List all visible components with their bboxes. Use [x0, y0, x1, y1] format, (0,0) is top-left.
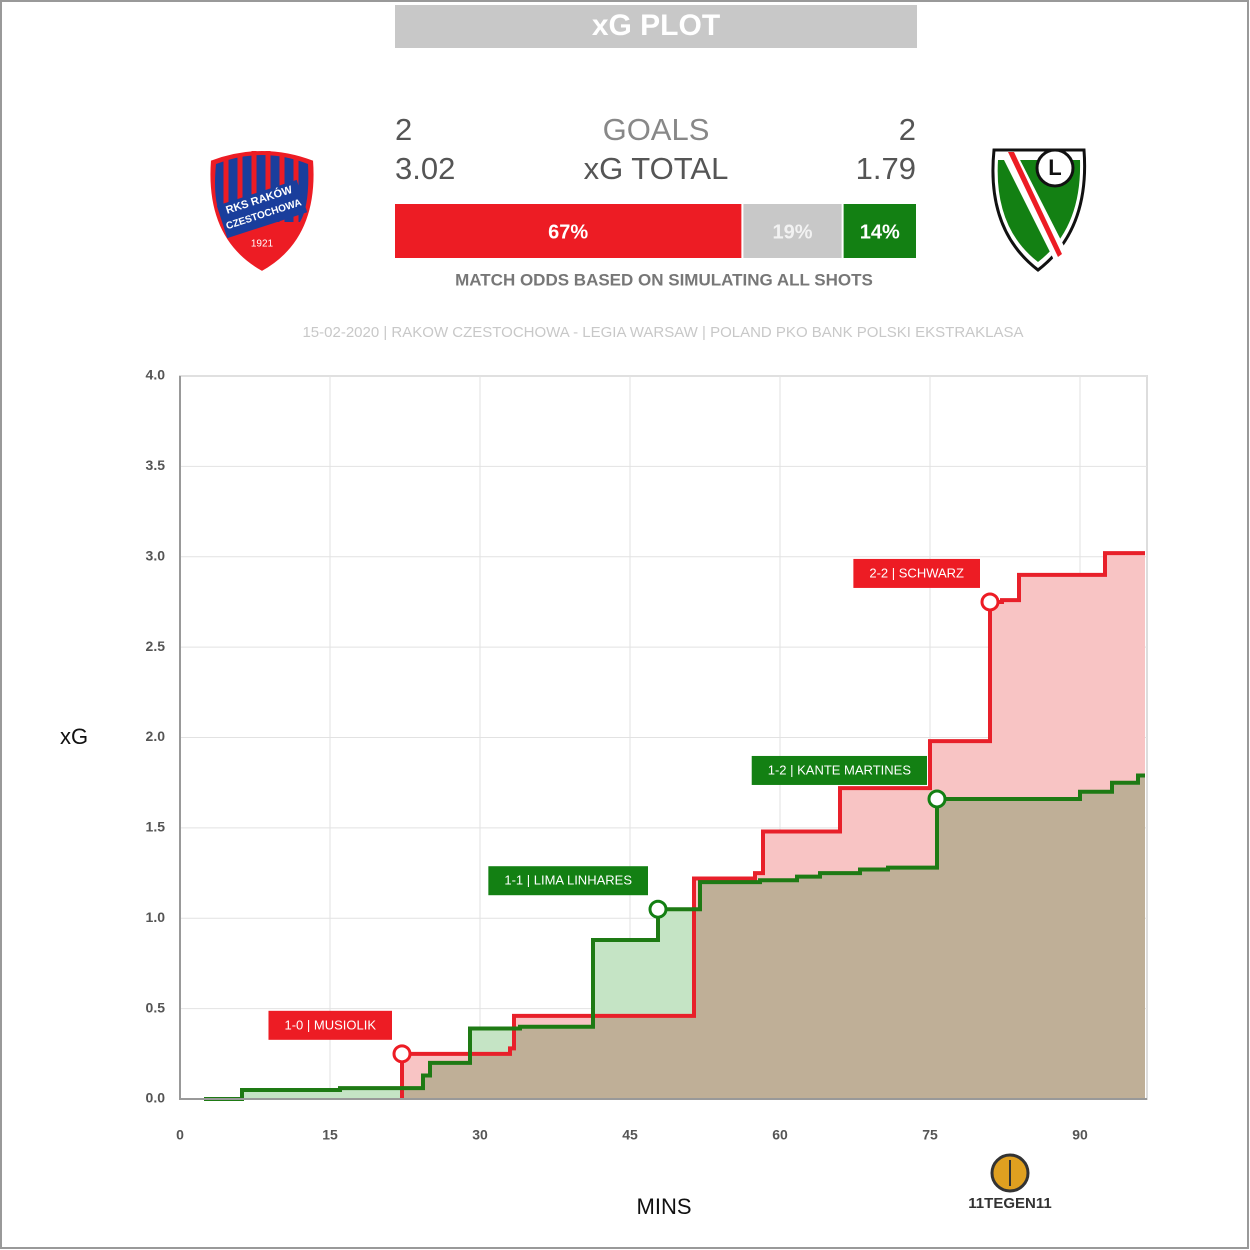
annotation-label: 2-2 | SCHWARZ: [869, 565, 964, 580]
match-info: 15-02-2020 | RAKOW CZESTOCHOWA - LEGIA W…: [302, 324, 1023, 341]
brand: 11TEGEN11: [968, 1153, 1052, 1212]
plot: 0.0 0.5 1.0 1.5 2.0 2.5 3.0 3.5 4.0 0 15 30 45 60 75 90…: [60, 367, 1148, 1219]
goal-marker: [927, 789, 947, 809]
x-tick-label: 30: [472, 1127, 488, 1143]
y-tick-label: 0.5: [146, 999, 166, 1015]
y-tick-label: 3.0: [146, 547, 166, 563]
odds-label: 19%: [772, 221, 812, 243]
goal-marker: [648, 899, 668, 919]
title: xG PLOT: [592, 9, 720, 42]
home-goals: 2: [395, 112, 412, 147]
x-tick-label: 45: [622, 1127, 638, 1143]
y-tick-label: 1.5: [146, 819, 166, 835]
y-tick-label: 1.0: [146, 909, 166, 925]
goals-label: GOALS: [603, 112, 710, 147]
xg-line: [400, 551, 1145, 1099]
away-xg: 1.79: [856, 151, 916, 186]
away-logo: L: [991, 148, 1087, 272]
x-tick-label: 90: [1072, 1127, 1088, 1143]
away-logo-letter: L: [1048, 155, 1061, 180]
goal-marker: [980, 592, 1000, 612]
annotation-label: 1-2 | KANTE MARTINES: [768, 762, 912, 777]
odds-segment: [743, 204, 842, 258]
odds-label: 14%: [860, 221, 900, 243]
y-tick-label: 0.0: [146, 1090, 166, 1106]
odds-segment: [395, 204, 742, 258]
x-tick-label: 15: [322, 1127, 338, 1143]
x-tick-label: 60: [772, 1127, 788, 1143]
odds-bar: 67% 19% 14%: [395, 204, 916, 258]
odds-segment: [843, 204, 916, 258]
annotation-box: [853, 558, 980, 588]
annotation-box: [488, 866, 648, 896]
y-tick-label: 4.0: [146, 367, 166, 383]
annotation-box: [268, 1010, 392, 1040]
y-tick-label: 3.5: [146, 457, 166, 473]
away-goals: 2: [899, 112, 916, 147]
brand-text: 11TEGEN11: [968, 1195, 1051, 1212]
odds-note: MATCH ODDS BASED ON SIMULATING ALL SHOTS: [455, 270, 873, 289]
xg-line: [204, 773, 1145, 1101]
x-tick-label: 75: [922, 1127, 938, 1143]
annotation-label: 1-1 | LIMA LINHARES: [504, 873, 632, 888]
area-group: [204, 553, 1145, 1099]
xg-label: xG TOTAL: [584, 151, 729, 186]
annotation-label: 1-0 | MUSIOLIK: [284, 1017, 376, 1032]
home-xg: 3.02: [395, 151, 455, 186]
x-tick-label: 0: [176, 1127, 184, 1143]
y-tick-label: 2.5: [146, 638, 166, 654]
y-axis-label: xG: [60, 724, 88, 749]
home-logo-year: 1921: [251, 239, 274, 250]
odds-label: 67%: [548, 221, 588, 243]
goal-marker: [392, 1044, 412, 1064]
area: [204, 775, 1145, 1099]
title-bar: [395, 5, 917, 48]
home-logo: RKS RAKÓW CZESTOCHOWA 1921: [208, 149, 316, 274]
x-axis-label: MINS: [637, 1194, 692, 1219]
annotation-box: [751, 755, 927, 785]
y-tick-label: 2.0: [146, 728, 166, 744]
